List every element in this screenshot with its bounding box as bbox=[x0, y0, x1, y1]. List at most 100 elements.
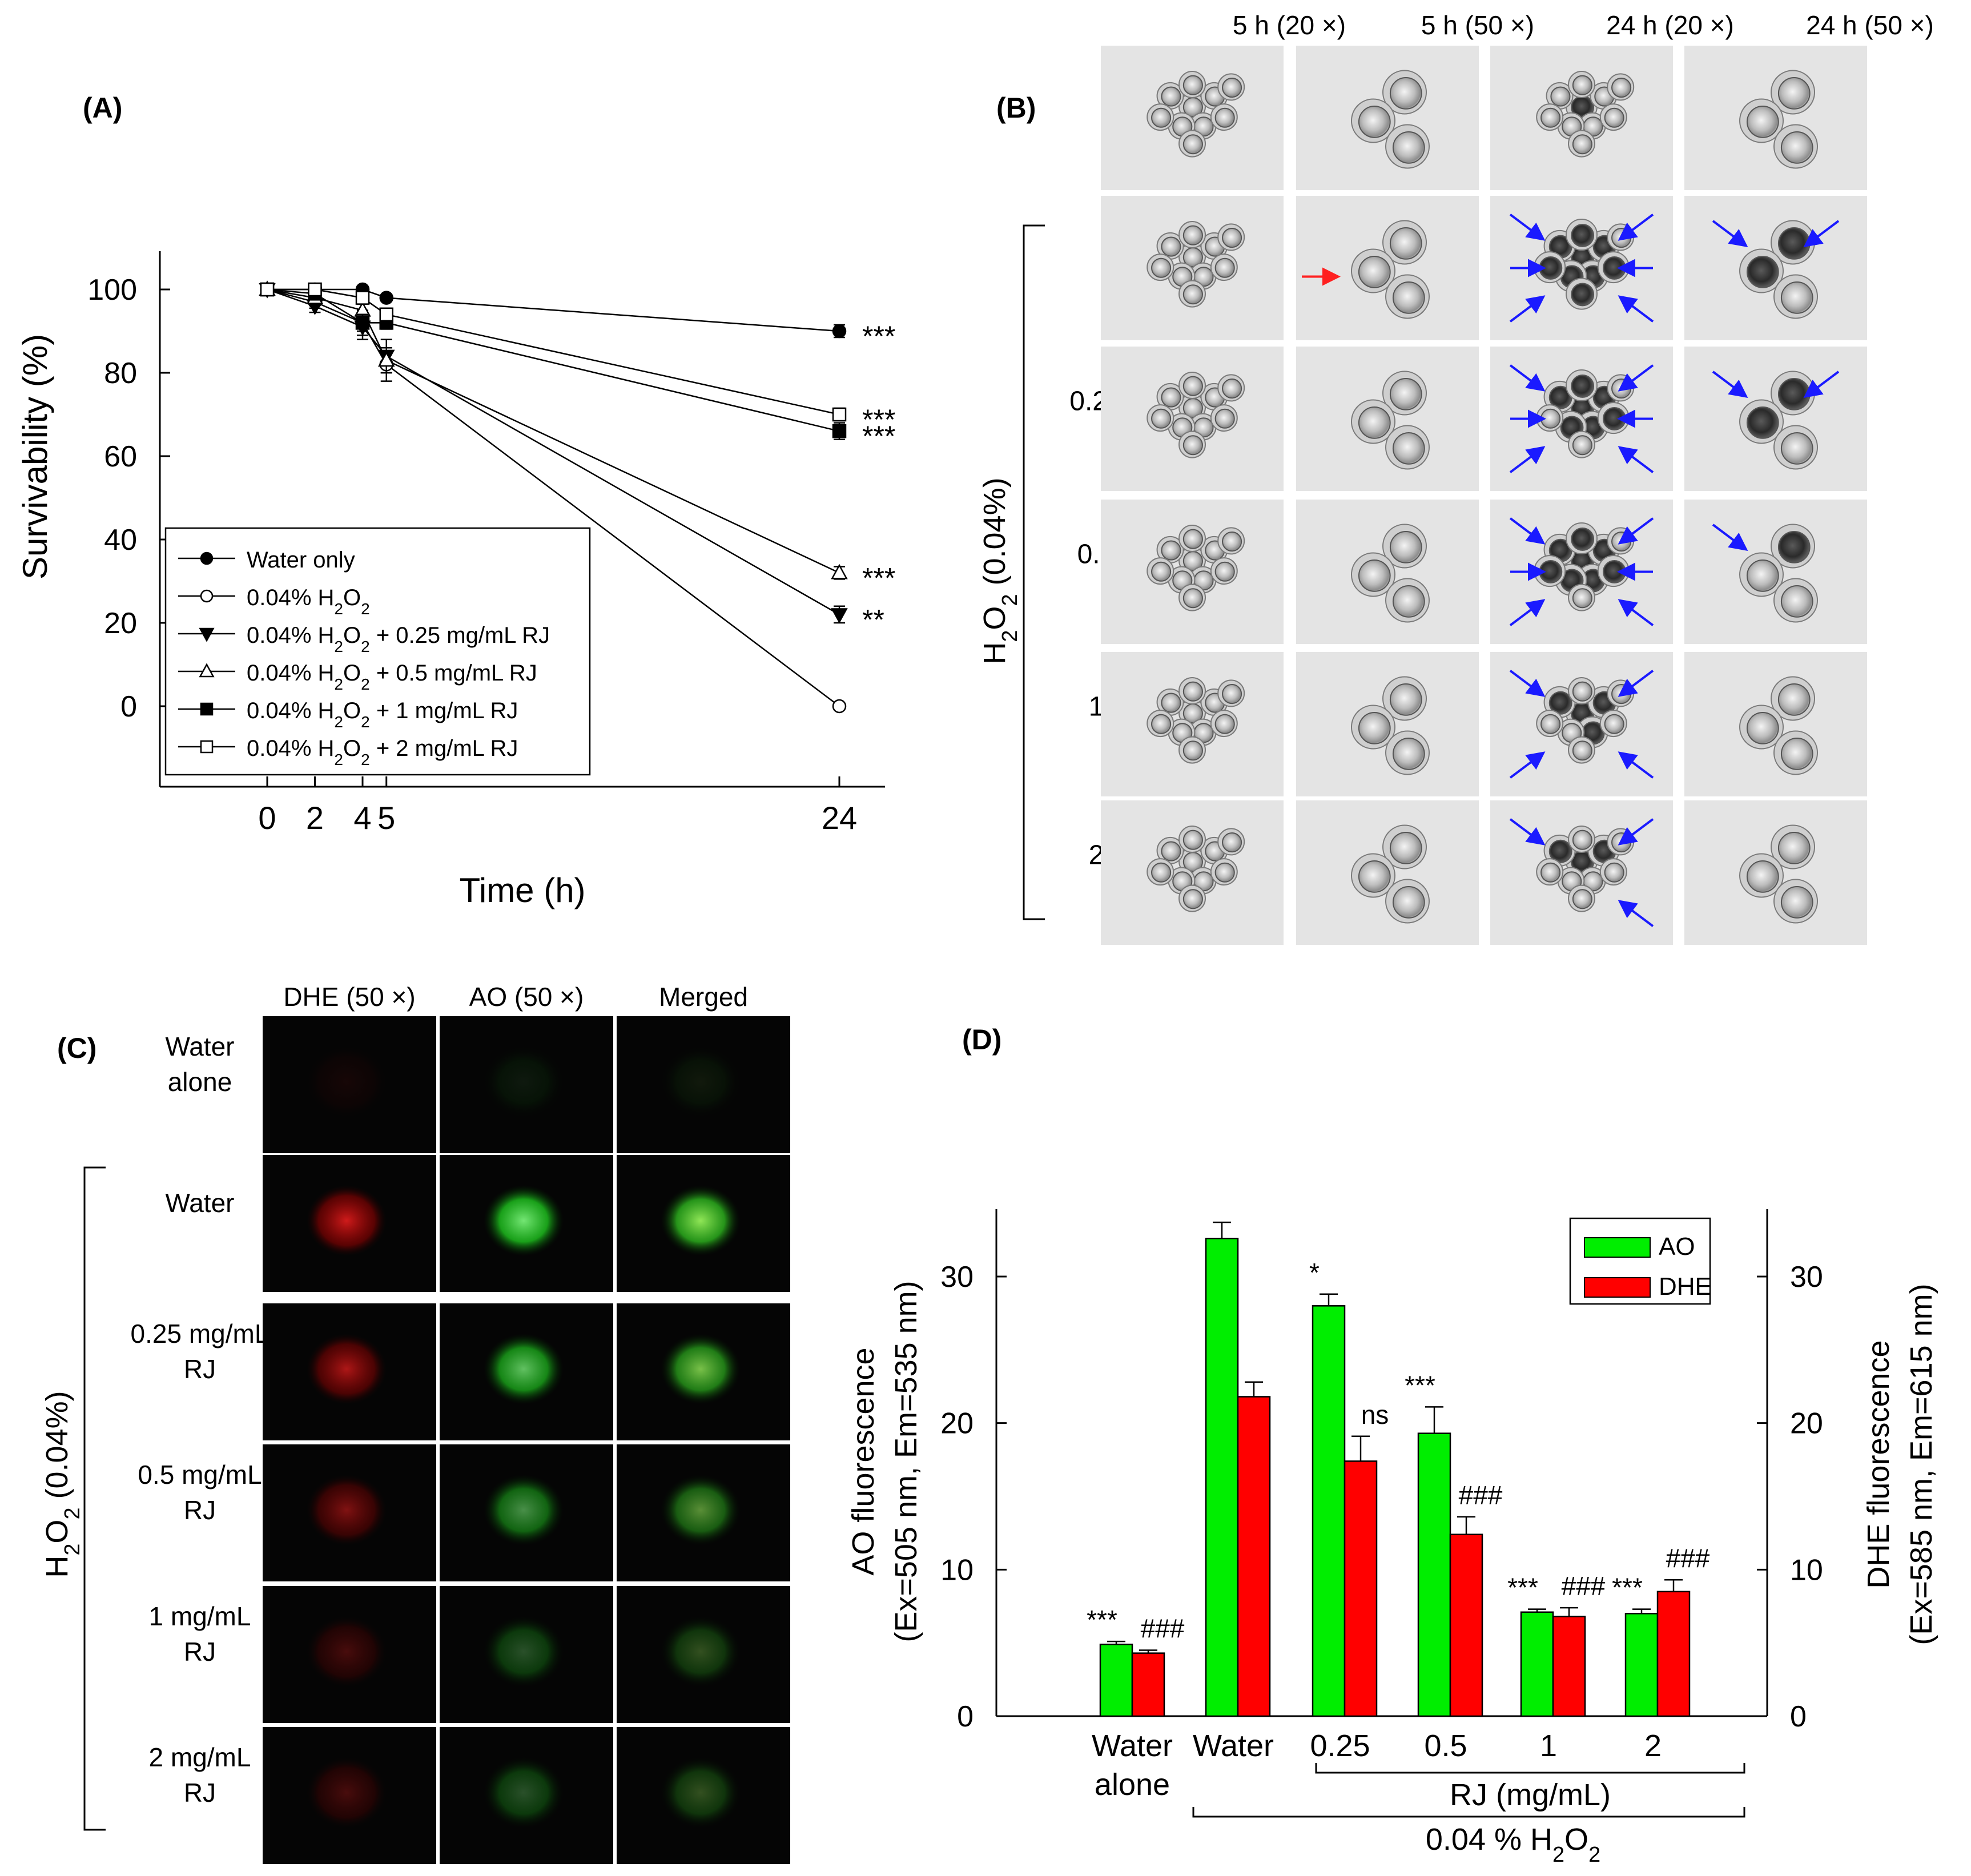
panel-a-label: (A) bbox=[83, 92, 122, 124]
panel-d-label: (D) bbox=[962, 1024, 1001, 1056]
fluorescence-cell bbox=[263, 1155, 436, 1292]
embryo-yolk bbox=[1358, 406, 1391, 439]
data-point bbox=[832, 699, 847, 714]
x-tick-label: 24 bbox=[822, 800, 857, 836]
embryo-glow bbox=[307, 1616, 387, 1687]
bar-ao bbox=[1205, 1238, 1239, 1717]
embryo-yolk bbox=[1389, 683, 1422, 716]
bar-ao bbox=[1312, 1305, 1346, 1717]
embryo-yolk bbox=[1572, 830, 1592, 850]
fluorescence-image-grid: DHE (50 ×) AO (50 ×) Merged Water alone Water… bbox=[40, 982, 790, 1864]
embryo-yolk bbox=[1161, 693, 1181, 713]
embryo-glow bbox=[307, 1334, 387, 1404]
embryo-yolk bbox=[1571, 223, 1595, 247]
embryo-yolk bbox=[1571, 283, 1595, 307]
rj-bracket bbox=[1315, 1763, 1745, 1774]
embryo-yolk bbox=[1392, 432, 1425, 465]
fluorescence-cell bbox=[617, 1444, 790, 1581]
data-point bbox=[832, 407, 847, 422]
row-label: 0.25 mg/mL bbox=[131, 1319, 269, 1348]
damage-arrow bbox=[1509, 295, 1546, 323]
bracket-label: H2O2 (0.04%) bbox=[978, 477, 1022, 664]
embryo-yolk bbox=[1611, 77, 1632, 98]
y-tick-label: 60 bbox=[104, 440, 137, 473]
data-point bbox=[355, 316, 370, 330]
data-point bbox=[831, 608, 848, 624]
legend-label: 0.04% H2O2 + 0.5 mg/mL RJ bbox=[247, 661, 537, 693]
damage-arrow bbox=[1509, 214, 1546, 241]
image-cell bbox=[1296, 500, 1479, 644]
embryo-yolk bbox=[1572, 740, 1592, 761]
embryo-yolk bbox=[1548, 839, 1572, 863]
embryo-yolk bbox=[1780, 738, 1813, 770]
significance-label: * bbox=[1309, 1258, 1320, 1287]
embryo-glow bbox=[661, 1757, 741, 1828]
data-point bbox=[200, 740, 214, 754]
legend-label: DHE bbox=[1659, 1273, 1712, 1301]
legend-label: AO bbox=[1659, 1233, 1695, 1261]
significance-label: *** bbox=[1405, 1370, 1435, 1400]
embryo-yolk bbox=[1214, 862, 1235, 883]
embryo-yolk bbox=[1780, 432, 1813, 465]
category-label: 2 bbox=[1644, 1729, 1662, 1763]
fluorescence-cell bbox=[617, 1727, 790, 1864]
embryo-yolk bbox=[1151, 862, 1172, 883]
y-tick-label-left: 30 bbox=[940, 1261, 974, 1294]
fluorescence-cell bbox=[263, 1016, 436, 1153]
embryo-yolk bbox=[1389, 832, 1422, 864]
x-tick-label: 2 bbox=[306, 800, 324, 836]
embryo-yolk bbox=[1389, 531, 1422, 563]
embryo-yolk bbox=[1222, 531, 1242, 552]
row-label: RJ bbox=[184, 1495, 216, 1525]
embryo-yolk bbox=[1214, 561, 1235, 582]
legend-swatch bbox=[1584, 1237, 1651, 1258]
bracket bbox=[83, 1166, 106, 1831]
significance-label: *** bbox=[1507, 1573, 1538, 1603]
category-label: 0.5 bbox=[1424, 1729, 1467, 1763]
significance-label: *** bbox=[1087, 1605, 1117, 1635]
embryo-yolk bbox=[1572, 435, 1592, 456]
embryo-yolk bbox=[1746, 712, 1779, 744]
y-tick-label: 0 bbox=[120, 690, 137, 723]
significance-label: *** bbox=[862, 420, 895, 452]
data-point bbox=[379, 307, 393, 322]
embryo-yolk bbox=[1182, 529, 1203, 549]
significance-label: ### bbox=[1459, 1480, 1503, 1510]
embryo-yolk bbox=[1151, 408, 1172, 429]
fluorescence-cell bbox=[440, 1586, 613, 1723]
data-point bbox=[200, 702, 214, 716]
embryo-glow bbox=[307, 1475, 387, 1545]
embryo-yolk bbox=[1548, 691, 1572, 715]
embryo-yolk bbox=[1604, 714, 1624, 734]
embryo-yolk bbox=[1182, 284, 1203, 305]
damage-arrow bbox=[1618, 446, 1654, 473]
image-cell bbox=[1296, 800, 1479, 945]
damage-arrow bbox=[1618, 751, 1654, 779]
embryo-yolk bbox=[1161, 387, 1181, 408]
y-axis-title-right-2: (Ex=585 nm, Em=615 nm) bbox=[1904, 1283, 1938, 1645]
data-point bbox=[355, 291, 370, 305]
embryo-yolk bbox=[1777, 77, 1811, 110]
image-cell bbox=[1490, 196, 1673, 340]
embryo-yolk bbox=[1389, 227, 1422, 260]
fluorescence-cell bbox=[617, 1303, 790, 1440]
column-header: 5 h (50 ×) bbox=[1421, 10, 1534, 40]
legend-label: 0.04% H2O2 + 2 mg/mL RJ bbox=[247, 736, 518, 768]
y-tick-label-right: 10 bbox=[1790, 1553, 1823, 1587]
embryo-yolk bbox=[1389, 378, 1422, 410]
data-point bbox=[200, 551, 214, 565]
embryo-yolk bbox=[1182, 376, 1203, 396]
bar-dhe bbox=[1656, 1591, 1691, 1717]
embryo-glow bbox=[661, 1046, 741, 1117]
damage-arrow bbox=[1509, 364, 1546, 392]
embryo-glow bbox=[484, 1334, 564, 1404]
embryo-yolk bbox=[1182, 134, 1203, 155]
y-axis-title-left: AO fluorescence bbox=[846, 1347, 880, 1575]
column-header: AO (50 ×) bbox=[469, 982, 584, 1012]
embryo-yolk bbox=[1540, 714, 1561, 734]
rj-group-label: RJ (mg/mL) bbox=[1450, 1778, 1611, 1812]
column-header: 5 h (20 ×) bbox=[1233, 10, 1346, 40]
significance-label: ns bbox=[1361, 1400, 1389, 1430]
damage-arrow bbox=[1509, 599, 1546, 626]
